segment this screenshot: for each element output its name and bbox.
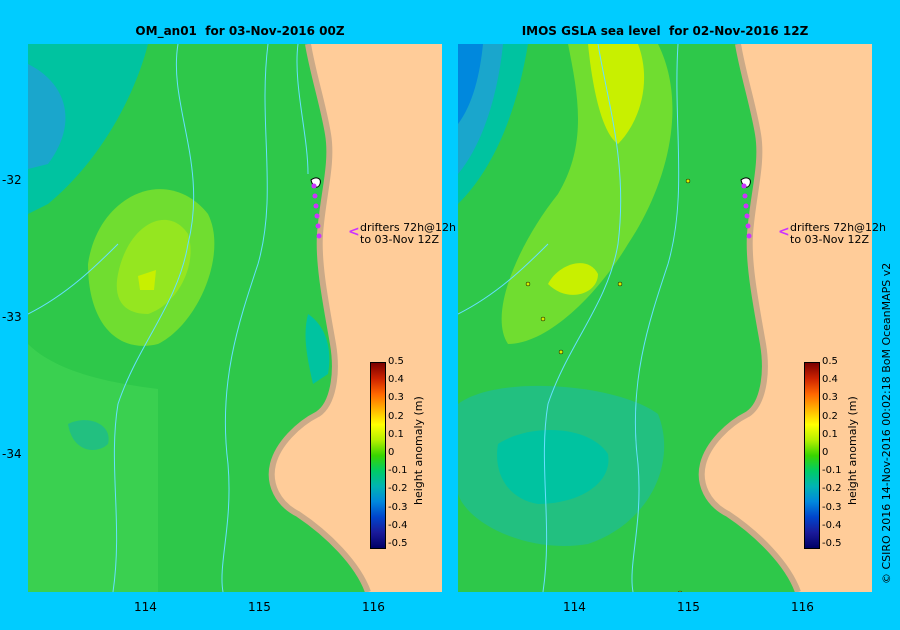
colorbar-tick-label: -0.2 — [388, 483, 408, 495]
credit-text: © CSIRO 2016 14-Nov-2016 00:02:18 BoM Oc… — [880, 262, 893, 584]
colorbar-tick-label: 0.3 — [388, 392, 404, 404]
colorbar-tick-label: -0.4 — [388, 519, 408, 531]
colorbar-tick-label: 0 — [388, 447, 395, 458]
colorbar-tick-label: -0.3 — [822, 501, 842, 513]
colorbar-tick-label: 0.2 — [388, 410, 404, 422]
drifter-note-line1: drifters 72h@12h — [790, 221, 887, 234]
drifter-note-line2: to 03-Nov 12Z — [790, 233, 870, 246]
left-panel-title: OM_an01 for 03-Nov-2016 00Z — [135, 24, 345, 38]
drifter-note-right: drifters 72h@12h to 03-Nov 12Z — [790, 222, 886, 246]
x-tick-label: 116 — [791, 600, 814, 614]
colorbar-tick-label: 0.5 — [388, 356, 404, 367]
x-tick-label: 116 — [362, 600, 385, 614]
left-colorbar-label: height anomaly (m) — [412, 396, 425, 505]
x-tick-label: 114 — [563, 600, 586, 614]
right-map — [458, 44, 872, 592]
right-panel-title: IMOS GSLA sea level for 02-Nov-2016 12Z — [521, 24, 809, 38]
x-tick-label: 115 — [677, 600, 700, 614]
colorbar-tick-label: -0.4 — [822, 519, 842, 531]
drifter-note-line1: drifters 72h@12h — [360, 221, 457, 234]
left-colorbar — [370, 362, 386, 549]
colorbar-tick-label: 0.4 — [388, 374, 404, 386]
right-colorbar — [804, 362, 820, 549]
right-colorbar-label: height anomaly (m) — [846, 396, 859, 505]
y-tick-label: -33 — [2, 310, 22, 324]
x-tick-label: 114 — [134, 600, 157, 614]
y-tick-label: -32 — [2, 173, 22, 187]
drifter-note-left: drifters 72h@12h to 03-Nov 12Z — [360, 222, 456, 246]
colorbar-tick-label: 0.1 — [388, 428, 404, 440]
colorbar-tick-label: -0.3 — [388, 501, 408, 513]
colorbar-tick-label: -0.1 — [822, 465, 842, 477]
colorbar-tick-label: 0.5 — [822, 356, 838, 367]
colorbar-tick-label: -0.5 — [388, 538, 408, 549]
colorbar-tick-label: -0.2 — [822, 483, 842, 495]
drifter-arrow: < — [778, 224, 790, 240]
drifter-arrow: < — [348, 224, 360, 240]
y-tick-label: -34 — [2, 447, 22, 461]
colorbar-tick-label: 0.4 — [822, 374, 838, 386]
colorbar-tick-label: -0.1 — [388, 465, 408, 477]
colorbar-tick-label: 0 — [822, 447, 829, 458]
colorbar-tick-label: 0.3 — [822, 392, 838, 404]
colorbar-tick-label: 0.1 — [822, 428, 838, 440]
drifter-note-line2: to 03-Nov 12Z — [360, 233, 440, 246]
colorbar-tick-label: 0.2 — [822, 410, 838, 422]
colorbar-tick-label: -0.5 — [822, 538, 842, 549]
x-tick-label: 115 — [248, 600, 271, 614]
left-map — [28, 44, 442, 592]
